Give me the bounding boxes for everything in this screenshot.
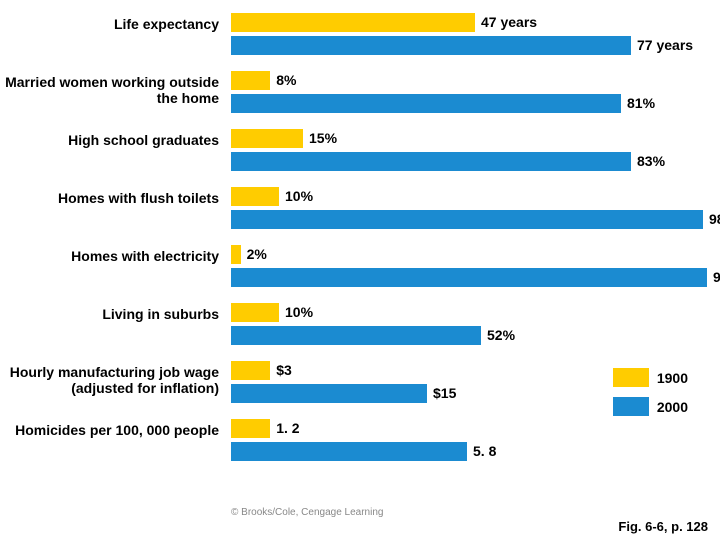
bar-value-label: 15%	[309, 130, 337, 146]
bar-value-label: 83%	[637, 153, 665, 169]
metric-row: Living in suburbs10%52%	[0, 302, 700, 346]
bar-2000	[231, 94, 621, 113]
legend-label: 1900	[657, 370, 688, 386]
bar-value-label: $15	[433, 385, 456, 401]
bar-row: 77 years	[0, 35, 700, 56]
bar-2000	[231, 384, 427, 403]
bar-value-label: $3	[276, 362, 292, 378]
bar-1900	[231, 187, 279, 206]
bar-1900	[231, 419, 270, 438]
bar-row: 15%	[0, 128, 700, 149]
bar-1900	[231, 361, 270, 380]
bar-value-label: 81%	[627, 95, 655, 111]
bar-2000	[231, 36, 631, 55]
bar-row: 83%	[0, 151, 700, 172]
bar-row: 5. 8	[0, 441, 700, 462]
metric-row: Homicides per 100, 000 people1. 25. 8	[0, 418, 700, 462]
bar-value-label: 77 years	[637, 37, 693, 53]
bar-row: 47 years	[0, 12, 700, 33]
legend-swatch	[613, 368, 649, 387]
bar-row: 81%	[0, 93, 700, 114]
bar-row: $3	[0, 360, 700, 381]
bar-row: 2%	[0, 244, 700, 265]
bar-value-label: 52%	[487, 327, 515, 343]
bar-1900	[231, 71, 270, 90]
bar-1900	[231, 129, 303, 148]
bar-value-label: 2%	[247, 246, 267, 262]
legend-item: 1900	[613, 368, 688, 387]
bar-2000	[231, 268, 707, 287]
metric-row: Homes with electricity2%99%	[0, 244, 700, 288]
figure-reference: Fig. 6-6, p. 128	[618, 519, 708, 534]
bar-1900	[231, 13, 475, 32]
bar-value-label: 8%	[276, 72, 296, 88]
bar-value-label: 10%	[285, 304, 313, 320]
comparison-bar-chart: Life expectancy47 years77 yearsMarried w…	[0, 12, 700, 462]
bar-row: 10%	[0, 186, 700, 207]
bar-1900	[231, 245, 241, 264]
bar-2000	[231, 210, 703, 229]
chart-legend: 1900 2000	[613, 368, 688, 426]
legend-label: 2000	[657, 399, 688, 415]
bar-value-label: 47 years	[481, 14, 537, 30]
bar-value-label: 99%	[713, 269, 720, 285]
bar-2000	[231, 326, 481, 345]
metric-row: High school graduates15%83%	[0, 128, 700, 172]
bar-row: 98%	[0, 209, 700, 230]
metric-row: Homes with flush toilets10%98%	[0, 186, 700, 230]
bar-row: 1. 2	[0, 418, 700, 439]
bar-value-label: 98%	[709, 211, 720, 227]
legend-item: 2000	[613, 397, 688, 416]
bar-row: 99%	[0, 267, 700, 288]
bar-row: 52%	[0, 325, 700, 346]
bar-value-label: 10%	[285, 188, 313, 204]
credit-text: © Brooks/Cole, Cengage Learning	[231, 507, 383, 518]
metric-row: Life expectancy47 years77 years	[0, 12, 700, 56]
bar-value-label: 5. 8	[473, 443, 496, 459]
bar-2000	[231, 442, 467, 461]
bar-row: 10%	[0, 302, 700, 323]
bar-row: $15	[0, 383, 700, 404]
legend-swatch	[613, 397, 649, 416]
metric-row: Married women working outside the home8%…	[0, 70, 700, 114]
bar-row: 8%	[0, 70, 700, 91]
bar-2000	[231, 152, 631, 171]
bar-1900	[231, 303, 279, 322]
metric-row: Hourly manufacturing job wage (adjusted …	[0, 360, 700, 404]
bar-value-label: 1. 2	[276, 420, 299, 436]
